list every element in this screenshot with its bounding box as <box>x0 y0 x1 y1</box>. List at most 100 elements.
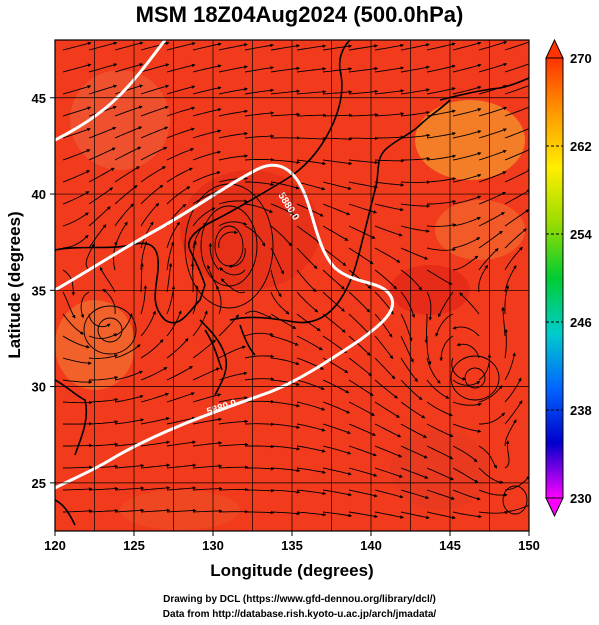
streamline <box>322 113 353 118</box>
streamline <box>166 85 196 95</box>
streamline <box>296 423 326 432</box>
streamline <box>426 64 456 73</box>
streamline <box>88 63 118 73</box>
streamline <box>192 129 222 139</box>
streamline <box>322 467 352 476</box>
streamline <box>166 106 196 117</box>
x-tick-label: 140 <box>360 538 382 553</box>
vortex-cores <box>83 183 528 515</box>
streamline <box>322 313 346 333</box>
streamline <box>218 465 249 469</box>
streamline <box>218 442 249 447</box>
streamline <box>270 44 300 51</box>
streamline <box>504 83 529 95</box>
streamline <box>504 209 529 227</box>
streamline <box>63 443 93 448</box>
streamline <box>245 181 275 186</box>
streamline <box>244 225 266 247</box>
streamline <box>348 489 378 498</box>
streamline <box>62 465 93 469</box>
streamline <box>400 110 431 117</box>
streamline <box>296 269 317 293</box>
streamline <box>452 108 482 117</box>
streamline <box>348 203 378 214</box>
streamline <box>114 486 145 491</box>
streamline <box>478 489 508 497</box>
streamline <box>452 130 482 139</box>
streamline <box>140 463 171 469</box>
streamline <box>504 419 517 447</box>
streamline <box>140 126 169 139</box>
streamline <box>400 247 429 260</box>
streamline <box>270 225 293 247</box>
streamline <box>140 339 164 359</box>
streamline <box>85 243 95 271</box>
streamline <box>452 325 480 337</box>
streamline <box>504 475 529 491</box>
streamline <box>348 445 377 457</box>
streamline <box>439 335 454 362</box>
streamline <box>270 291 290 315</box>
colorbar-tick-label: 254 <box>570 227 592 242</box>
streamline <box>114 370 143 381</box>
streamline <box>459 292 480 315</box>
x-tick-label: 135 <box>281 538 303 553</box>
streamline <box>479 412 506 425</box>
streamline <box>296 181 326 191</box>
streamline <box>426 423 454 438</box>
streamline <box>270 159 301 165</box>
streamline <box>114 394 144 403</box>
streamline <box>244 134 275 139</box>
streamline <box>424 314 429 344</box>
streamline <box>322 401 351 414</box>
streamline <box>88 486 119 491</box>
streamline <box>220 278 246 294</box>
streamline <box>218 87 248 95</box>
map-title: MSM 18Z04Aug2024 (500.0hPa) <box>135 2 464 27</box>
streamline <box>244 422 275 427</box>
x-tick-label: 150 <box>518 538 540 553</box>
streamline <box>296 445 326 453</box>
streamline <box>114 344 141 359</box>
streamline <box>140 486 171 491</box>
streamline <box>426 379 450 399</box>
streamline <box>89 376 119 381</box>
y-tick-label: 30 <box>32 380 46 395</box>
streamline <box>192 367 220 381</box>
streamline <box>218 345 246 359</box>
streamline <box>348 313 370 335</box>
streamline <box>400 88 430 95</box>
streamline <box>88 41 118 51</box>
contour-5880 <box>55 40 395 490</box>
streamline <box>245 466 275 471</box>
streamline <box>348 401 375 416</box>
streamline <box>114 508 145 513</box>
streamline <box>374 181 405 187</box>
streamline <box>270 445 301 451</box>
streamline <box>504 228 527 249</box>
streamline <box>452 401 482 407</box>
streamline <box>218 131 248 139</box>
streamline <box>322 203 351 216</box>
streamline <box>374 511 404 519</box>
streamline <box>166 416 196 425</box>
streamline <box>140 262 144 293</box>
streamline <box>140 508 171 513</box>
streamline <box>192 441 223 447</box>
streamline <box>218 154 249 161</box>
streamline <box>218 109 248 117</box>
streamline <box>62 400 93 405</box>
streamline <box>270 66 301 73</box>
streamline <box>270 89 301 95</box>
y-axis-label: Latitude (degrees) <box>5 211 24 358</box>
streamline <box>218 487 249 492</box>
streamline <box>296 225 321 244</box>
y-tick-label: 35 <box>32 283 46 298</box>
streamline <box>88 508 119 513</box>
streamline <box>504 126 529 139</box>
streamline <box>427 200 457 205</box>
streamline <box>244 66 274 73</box>
streamline <box>452 489 481 501</box>
streamline <box>426 131 456 139</box>
